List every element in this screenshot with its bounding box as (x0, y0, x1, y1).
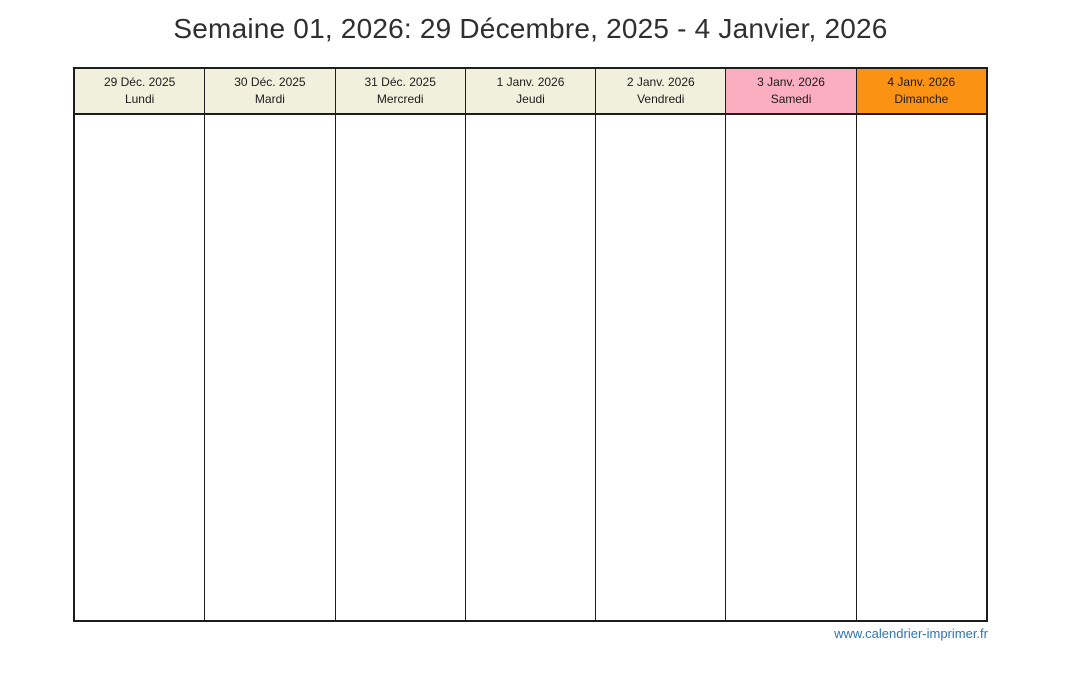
day-cell (596, 115, 726, 620)
day-header: 4 Janv. 2026 Dimanche (856, 69, 986, 115)
day-header-name: Vendredi (637, 92, 685, 106)
website-link[interactable]: www.calendrier-imprimer.fr (834, 626, 988, 641)
day-column-sunday: 4 Janv. 2026 Dimanche (856, 69, 986, 620)
day-cell (335, 115, 465, 620)
day-column-thursday: 1 Janv. 2026 Jeudi (465, 69, 597, 620)
day-column-friday: 2 Janv. 2026 Vendredi (596, 69, 727, 620)
day-header: 29 Déc. 2025 Lundi (75, 69, 205, 115)
day-header-name: Lundi (124, 92, 155, 106)
day-cell (726, 115, 856, 620)
day-header-date: 30 Déc. 2025 (234, 75, 306, 89)
day-header: 30 Déc. 2025 Mardi (205, 69, 335, 115)
day-header: 3 Janv. 2026 Samedi (726, 69, 856, 115)
day-cell (465, 115, 596, 620)
day-header: 31 Déc. 2025 Mercredi (335, 69, 465, 115)
calendar-grid: 29 Déc. 2025 Lundi 30 Déc. 2025 Mardi 31… (73, 67, 988, 622)
day-column-monday: 29 Déc. 2025 Lundi (75, 69, 206, 620)
day-column-wednesday: 31 Déc. 2025 Mercredi (335, 69, 466, 620)
day-header-date: 31 Déc. 2025 (364, 75, 436, 89)
day-header-date: 4 Janv. 2026 (887, 75, 956, 89)
day-header-name: Mercredi (376, 92, 424, 106)
day-cell (856, 115, 986, 620)
day-column-tuesday: 30 Déc. 2025 Mardi (205, 69, 336, 620)
day-header-date: 1 Janv. 2026 (496, 75, 565, 89)
day-header-date: 29 Déc. 2025 (103, 75, 176, 89)
day-header-name: Mardi (254, 92, 285, 106)
day-header-name: Samedi (770, 92, 812, 106)
day-header-date: 2 Janv. 2026 (626, 75, 695, 89)
day-cell (75, 115, 205, 620)
day-header-name: Dimanche (894, 92, 949, 106)
page-title: Semaine 01, 2026: 29 Décembre, 2025 - 4 … (173, 13, 888, 44)
day-header: 2 Janv. 2026 Vendredi (596, 69, 726, 115)
day-header-date: 3 Janv. 2026 (757, 75, 825, 89)
day-header: 1 Janv. 2026 Jeudi (465, 69, 596, 115)
day-cell (205, 115, 335, 620)
day-column-saturday: 3 Janv. 2026 Samedi (726, 69, 857, 620)
day-header-name: Jeudi (516, 92, 545, 106)
